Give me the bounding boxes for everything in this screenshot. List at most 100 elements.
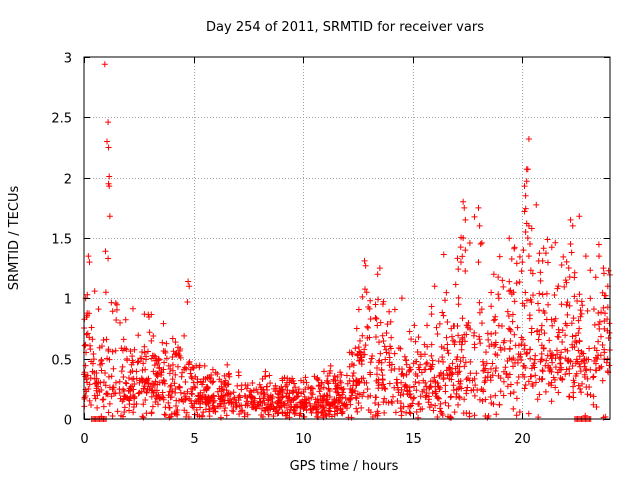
data-point [314, 395, 321, 402]
data-point [533, 328, 540, 335]
data-point [395, 345, 402, 352]
data-point [464, 322, 471, 329]
data-point [490, 271, 497, 278]
data-point [440, 312, 447, 319]
data-point [287, 406, 294, 413]
data-point [578, 389, 585, 396]
data-point [527, 267, 534, 274]
data-point [540, 308, 547, 315]
data-point [482, 377, 489, 384]
data-point [450, 382, 457, 389]
data-point [524, 166, 531, 173]
data-point [599, 341, 606, 348]
data-point [444, 341, 451, 348]
data-point [558, 262, 565, 269]
data-point [562, 371, 569, 378]
data-point [539, 291, 546, 298]
data-point [252, 405, 259, 412]
data-point [491, 316, 498, 323]
data-point [431, 374, 438, 381]
data-point [99, 396, 106, 403]
data-point [135, 358, 142, 365]
data-point [576, 325, 583, 332]
data-point [562, 355, 569, 362]
data-point [108, 299, 115, 306]
data-point [552, 239, 559, 246]
data-point [152, 378, 159, 385]
data-point [509, 318, 516, 325]
data-point [264, 393, 271, 400]
data-point [413, 387, 420, 394]
data-point [516, 253, 523, 260]
data-point [146, 329, 153, 336]
data-point [232, 404, 239, 411]
data-point [563, 366, 570, 373]
data-point [462, 247, 469, 254]
data-point [106, 213, 113, 220]
data-point [349, 351, 356, 358]
data-point [458, 385, 465, 392]
data-point [489, 360, 496, 367]
data-point [518, 268, 525, 275]
data-point [361, 257, 368, 264]
data-point [564, 299, 571, 306]
data-point [367, 359, 374, 366]
data-point [225, 381, 232, 388]
gridlines [84, 57, 610, 419]
data-point [510, 289, 517, 296]
data-point [228, 399, 235, 406]
data-point [174, 411, 181, 418]
data-point [492, 351, 499, 358]
data-point [175, 384, 182, 391]
data-point [536, 290, 543, 297]
data-point [265, 411, 272, 418]
data-point [475, 204, 482, 211]
data-point [479, 398, 486, 405]
data-point [255, 401, 262, 408]
data-point [122, 316, 129, 323]
data-point [592, 274, 599, 281]
data-point [174, 363, 181, 370]
data-point [88, 402, 95, 409]
data-point [372, 301, 379, 308]
data-point [483, 360, 490, 367]
data-point [445, 402, 452, 409]
data-point [529, 270, 536, 277]
data-point [319, 397, 326, 404]
data-point [358, 404, 365, 411]
data-point [452, 281, 459, 288]
data-point [393, 380, 400, 387]
data-point [334, 403, 341, 410]
data-point [320, 397, 327, 404]
data-point [541, 330, 548, 337]
data-point [172, 371, 179, 378]
data-point [550, 374, 557, 381]
data-point [291, 410, 298, 417]
data-point [283, 412, 290, 419]
data-point [388, 367, 395, 374]
data-point [221, 372, 228, 379]
data-point [165, 362, 172, 369]
data-point [314, 374, 321, 381]
data-point [388, 334, 395, 341]
chart-title: Day 254 of 2011, SRMTID for receiver var… [206, 20, 484, 35]
data-point [374, 408, 381, 415]
data-point [584, 391, 591, 398]
data-point [375, 296, 382, 303]
data-point [311, 373, 318, 380]
data-point [354, 350, 361, 357]
data-point [452, 365, 459, 372]
data-point [455, 401, 462, 408]
data-point [538, 322, 545, 329]
data-point [391, 384, 398, 391]
data-point [537, 358, 544, 365]
data-point [403, 371, 410, 378]
data-point [153, 395, 160, 402]
data-point [218, 393, 225, 400]
data-point [516, 278, 523, 285]
data-point [555, 389, 562, 396]
data-point [161, 380, 168, 387]
data-point [353, 405, 360, 412]
data-point [118, 412, 125, 419]
data-point [295, 386, 302, 393]
